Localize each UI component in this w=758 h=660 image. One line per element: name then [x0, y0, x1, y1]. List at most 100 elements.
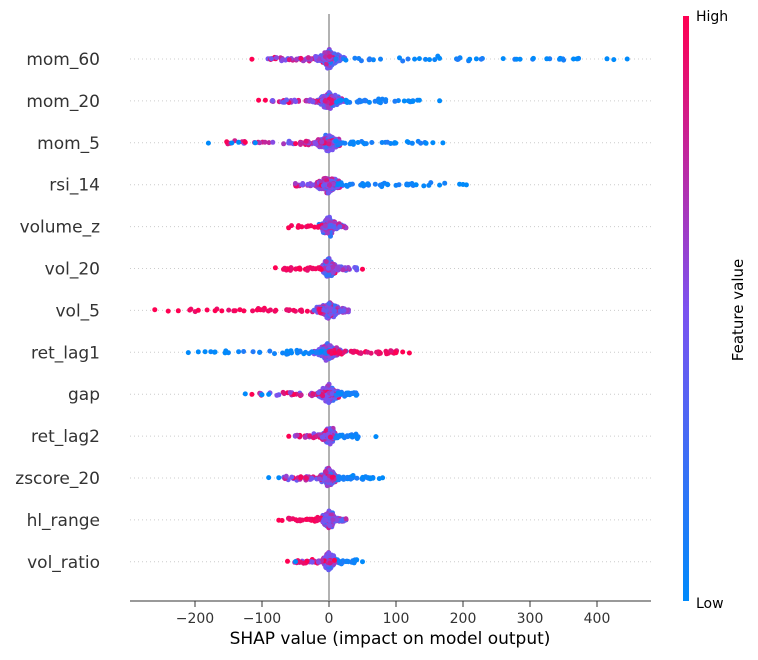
- point-mom_5: [384, 139, 390, 145]
- point-ret_lag1: [241, 349, 247, 354]
- point-ret_lag1: [284, 348, 290, 354]
- point-mom_5: [286, 140, 292, 146]
- feature-row-ret_lag1: [185, 341, 412, 363]
- feature-row-vol_20: [272, 256, 365, 279]
- point-zscore_20: [339, 475, 345, 481]
- point-vol_5: [331, 308, 337, 314]
- point-zscore_20: [289, 474, 295, 480]
- point-ret_lag1: [289, 350, 294, 356]
- point-mom_60: [514, 56, 520, 62]
- point-mom_5: [266, 140, 272, 146]
- point-ret_lag1: [280, 350, 286, 356]
- point-mom_20: [329, 97, 335, 103]
- point-rsi_14: [404, 181, 410, 187]
- point-mom_20: [376, 99, 382, 105]
- point-zscore_20: [298, 475, 304, 481]
- point-ret_lag1: [250, 349, 256, 355]
- point-mom_60: [356, 56, 362, 61]
- point-ret_lag1: [195, 349, 201, 355]
- point-hl_range: [343, 516, 349, 522]
- point-rsi_14: [327, 182, 332, 188]
- point-mom_20: [405, 98, 411, 104]
- point-mom_60: [530, 55, 536, 61]
- point-vol_5: [219, 308, 225, 314]
- point-mom_5: [350, 139, 356, 145]
- point-mom_5: [319, 139, 325, 145]
- point-rsi_14: [372, 181, 378, 187]
- point-zscore_20: [323, 469, 328, 474]
- data-points: [152, 47, 630, 573]
- point-zscore_20: [309, 475, 315, 481]
- point-mom_20: [383, 97, 389, 103]
- feature-row-vol_5: [152, 300, 351, 321]
- point-gap: [353, 392, 359, 398]
- point-zscore_20: [368, 475, 373, 481]
- point-mom_5: [281, 141, 287, 147]
- point-ret_lag1: [354, 349, 360, 355]
- point-mom_60: [557, 56, 563, 61]
- point-ret_lag1: [384, 351, 390, 357]
- point-mom_5: [242, 139, 248, 145]
- point-mom_60: [294, 56, 300, 62]
- feature-row-gap: [242, 381, 360, 406]
- point-vol_5: [299, 309, 305, 314]
- point-volume_z: [286, 225, 292, 231]
- point-zscore_20: [329, 474, 335, 480]
- point-mom_5: [205, 140, 211, 146]
- feature-row-zscore_20: [266, 465, 386, 489]
- point-vol_5: [311, 307, 317, 313]
- point-gap: [345, 390, 351, 396]
- point-mom_20: [325, 105, 331, 110]
- point-rsi_14: [413, 182, 419, 188]
- point-mom_60: [473, 56, 479, 62]
- point-mom_60: [427, 57, 432, 63]
- point-mom_60: [324, 61, 330, 67]
- point-rsi_14: [320, 183, 326, 188]
- point-ret_lag2: [286, 433, 292, 439]
- point-mom_5: [270, 139, 276, 145]
- point-vol_5: [226, 307, 232, 313]
- point-vol_5: [316, 307, 322, 312]
- feature-row-mom_60: [249, 47, 630, 71]
- point-rsi_14: [305, 181, 311, 187]
- point-mom_5: [393, 140, 399, 146]
- point-rsi_14: [347, 181, 353, 187]
- point-zscore_20: [336, 477, 342, 483]
- point-ret_lag1: [342, 348, 348, 354]
- point-vol_20: [304, 267, 310, 273]
- point-vol_5: [254, 307, 260, 313]
- point-ret_lag1: [377, 350, 383, 356]
- point-mom_60: [378, 56, 383, 62]
- point-mom_20: [437, 98, 443, 104]
- point-mom_60: [478, 56, 484, 62]
- point-vol_20: [352, 265, 358, 270]
- point-vol_5: [326, 301, 332, 307]
- point-mom_60: [467, 56, 473, 62]
- point-rsi_14: [309, 182, 315, 188]
- point-vol_20: [325, 265, 331, 271]
- point-zscore_20: [317, 476, 322, 482]
- point-mom_60: [352, 55, 358, 61]
- point-gap: [280, 389, 286, 395]
- point-mom_60: [366, 57, 372, 63]
- point-mom_60: [400, 58, 406, 64]
- point-mom_5: [313, 141, 319, 147]
- point-ret_lag1: [294, 347, 300, 353]
- point-mom_5: [326, 141, 332, 147]
- point-vol_20: [335, 265, 341, 271]
- point-mom_60: [370, 57, 376, 63]
- point-gap: [298, 392, 304, 398]
- point-mom_20: [410, 99, 416, 104]
- point-vol_5: [165, 308, 171, 314]
- point-mom_20: [362, 98, 368, 104]
- point-mom_60: [571, 56, 576, 62]
- point-rsi_14: [442, 180, 448, 186]
- point-mom_60: [327, 54, 332, 59]
- point-ret_lag2: [339, 433, 345, 439]
- point-rsi_14: [457, 181, 463, 187]
- point-vol_20: [297, 266, 303, 272]
- point-gap: [338, 391, 344, 397]
- point-rsi_14: [384, 181, 390, 187]
- point-vol_20: [272, 265, 278, 271]
- point-rsi_14: [396, 182, 402, 188]
